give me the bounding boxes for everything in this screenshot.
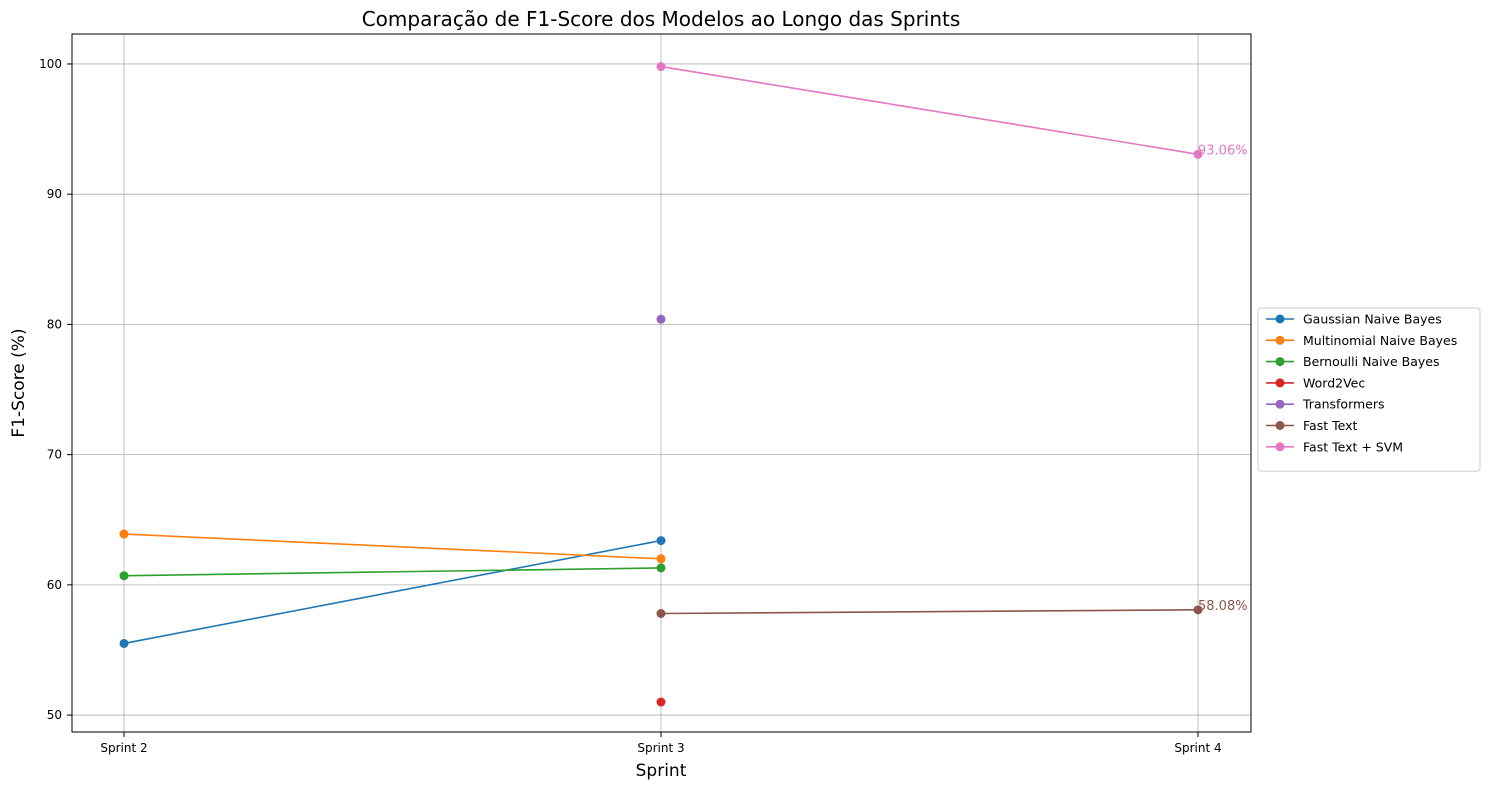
data-label: 58.08% <box>1198 599 1248 614</box>
grid <box>72 34 1251 732</box>
legend-label: Transformers <box>1302 397 1385 412</box>
series-lines <box>123 65 1199 645</box>
series-points <box>119 62 1203 707</box>
legend-swatch-marker <box>1275 399 1285 409</box>
legend-swatch-marker <box>1275 314 1285 324</box>
y-tick-label: 50 <box>47 708 62 722</box>
series-line-fast-text-svm <box>660 65 1199 156</box>
data-point-bernoulli-naive-bayes <box>656 563 666 573</box>
data-point-fast-text <box>1193 605 1203 615</box>
data-point-gaussian-naive-bayes <box>119 638 129 648</box>
legend-item: Word2Vec <box>1266 375 1365 390</box>
y-tick-label: 80 <box>47 317 62 331</box>
series-line-multinomial-naive-bayes <box>123 533 662 560</box>
y-tick-label: 100 <box>39 57 62 71</box>
legend-item: Bernoulli Naive Bayes <box>1266 354 1439 369</box>
y-axis-ticks: 50 60 70 80 90 100 <box>39 57 72 722</box>
data-label: 93.06% <box>1198 143 1248 158</box>
legend-item: Fast Text <box>1266 418 1357 433</box>
data-point-fast-text-svm <box>656 62 666 72</box>
legend: Gaussian Naive Bayes Multinomial Naive Ba… <box>1257 307 1481 472</box>
data-point-bernoulli-naive-bayes <box>119 571 129 581</box>
annotations: 93.06% 58.08% <box>1198 143 1248 614</box>
legend-label: Word2Vec <box>1303 375 1365 390</box>
y-tick-label: 60 <box>47 578 62 592</box>
x-tick-label: Sprint 3 <box>637 741 684 755</box>
legend-swatch-marker <box>1275 335 1285 345</box>
x-tick-label: Sprint 2 <box>100 741 147 755</box>
legend-item: Fast Text + SVM <box>1266 439 1403 454</box>
legend-swatch-marker <box>1275 421 1285 430</box>
legend-item: Transformers <box>1266 397 1385 412</box>
series-line-bernoulli-naive-bayes <box>123 567 662 577</box>
chart-title: Comparação de F1-Score dos Modelos ao Lo… <box>362 7 961 31</box>
legend-item: Multinomial Naive Bayes <box>1266 333 1457 348</box>
legend-item: Gaussian Naive Bayes <box>1266 312 1442 327</box>
legend-label: Multinomial Naive Bayes <box>1303 333 1457 348</box>
x-axis-ticks: Sprint 2 Sprint 3 Sprint 4 <box>100 732 1222 755</box>
data-point-multinomial-naive-bayes <box>119 529 129 539</box>
data-point-gaussian-naive-bayes <box>656 536 666 546</box>
y-tick-label: 90 <box>47 187 62 201</box>
legend-label: Gaussian Naive Bayes <box>1303 312 1442 327</box>
legend-label: Bernoulli Naive Bayes <box>1303 354 1439 369</box>
series-line-gaussian-naive-bayes <box>123 539 662 645</box>
data-point-fast-text <box>656 608 666 618</box>
legend-swatch-marker <box>1275 442 1285 452</box>
data-point-multinomial-naive-bayes <box>656 554 666 564</box>
x-tick-label: Sprint 4 <box>1174 741 1221 755</box>
x-axis-title: Sprint <box>636 761 687 781</box>
data-point-word2vec <box>656 697 666 707</box>
legend-swatch-marker <box>1275 357 1285 367</box>
y-axis-title: F1-Score (%) <box>9 328 29 437</box>
legend-label: Fast Text <box>1303 418 1357 433</box>
data-point-fast-text-svm <box>1193 149 1203 159</box>
y-tick-label: 70 <box>47 448 62 462</box>
legend-label: Fast Text + SVM <box>1303 439 1403 454</box>
series-line-fast-text <box>660 609 1199 615</box>
plot-area <box>71 33 1252 733</box>
data-point-transformers <box>656 314 666 324</box>
legend-swatch-marker <box>1275 378 1285 388</box>
legend-frame <box>1257 307 1481 472</box>
